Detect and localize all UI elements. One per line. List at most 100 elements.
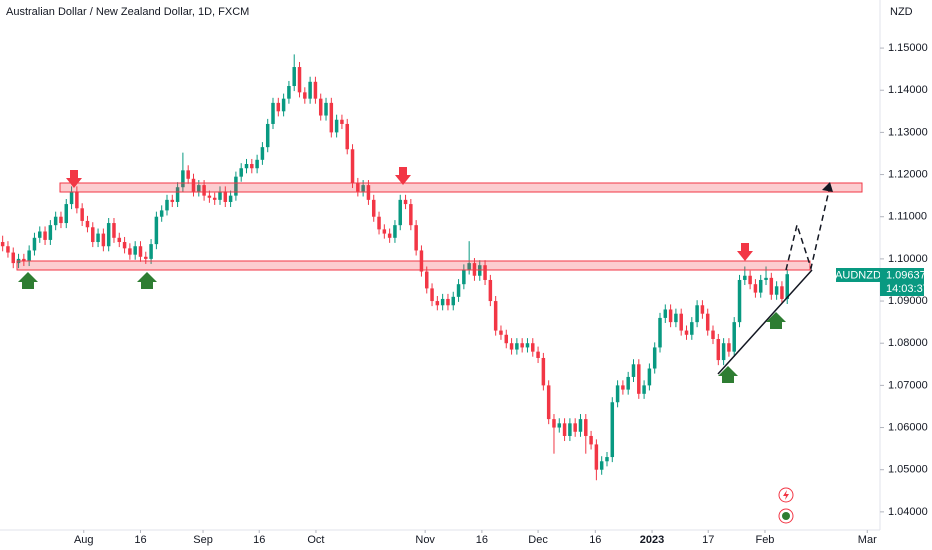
candle-body — [292, 67, 296, 87]
candle-body — [557, 423, 562, 428]
resistance-zone — [59, 182, 863, 193]
currency-label: NZD — [890, 6, 913, 18]
drawings — [16, 167, 863, 524]
candle-body — [515, 343, 519, 350]
candle-body — [117, 237, 122, 243]
candle-body — [387, 233, 392, 238]
y-tick-label: 1.07000 — [888, 379, 928, 391]
candle-body — [446, 298, 450, 306]
candle-body — [287, 86, 291, 99]
candle-body — [223, 191, 228, 202]
y-tick-label: 1.13000 — [888, 126, 928, 138]
candle-body — [159, 210, 164, 217]
candle-body — [345, 123, 349, 150]
candle-body — [133, 246, 137, 255]
candle-body — [75, 191, 79, 209]
candle-body — [520, 343, 524, 348]
candle-body — [440, 298, 445, 306]
support-zone — [16, 260, 811, 271]
candle-body — [663, 309, 668, 318]
candle-body — [721, 343, 726, 361]
candle-body — [186, 170, 190, 179]
candle-body — [271, 102, 275, 124]
x-tick-label: Sep — [193, 534, 213, 546]
candle-body — [684, 330, 689, 335]
event-icon-glyph — [783, 490, 789, 500]
x-tick-label: Dec — [528, 534, 548, 546]
candle-body — [690, 322, 694, 335]
candle-body — [260, 147, 265, 160]
y-tick-label: 1.05000 — [888, 464, 928, 476]
candle-body — [531, 343, 535, 352]
candle-body — [451, 296, 456, 306]
candle-body — [584, 419, 588, 436]
candle-body — [753, 284, 758, 293]
candle-body — [430, 288, 434, 302]
candle-body — [175, 187, 180, 202]
candle-body — [758, 279, 763, 293]
candle-body — [80, 208, 84, 221]
candle-body — [700, 305, 705, 314]
x-tick-label: 16 — [253, 534, 265, 546]
x-tick-label: Oct — [307, 534, 324, 546]
candle-body — [255, 159, 259, 169]
price-badge — [880, 268, 924, 296]
symbol-badge — [836, 268, 880, 282]
candle-body — [170, 199, 175, 202]
candle-body — [462, 269, 466, 285]
chart-title: Australian Dollar / New Zealand Dollar, … — [6, 6, 249, 18]
countdown-label: 14:03:37 — [886, 283, 929, 295]
candle-body — [637, 364, 641, 394]
candle-body — [732, 322, 736, 352]
candle-body — [38, 231, 42, 238]
candle-body — [674, 313, 678, 323]
candle-body — [499, 330, 503, 335]
y-tick-label: 1.14000 — [888, 84, 928, 96]
y-tick-label: 1.04000 — [888, 506, 928, 518]
candle-body — [149, 244, 153, 259]
candle-body — [578, 419, 583, 432]
x-tick-label: 17 — [702, 534, 714, 546]
candle-body — [398, 199, 402, 226]
y-tick-label: 1.09000 — [888, 295, 928, 307]
candle-body — [244, 164, 249, 169]
candle-body — [318, 98, 323, 116]
candle-body — [769, 277, 774, 295]
candle-body — [6, 246, 10, 253]
dividend-icon-glyph — [782, 512, 790, 520]
candle-body — [573, 423, 577, 432]
candle-body — [181, 170, 185, 188]
y-tick-label: 1.15000 — [888, 42, 928, 54]
candle-body — [138, 246, 143, 257]
x-tick-label: Nov — [415, 534, 435, 546]
candle-body — [377, 216, 381, 230]
candle-body — [562, 423, 567, 436]
candle-body — [541, 357, 546, 386]
x-tick-label: 2023 — [640, 534, 664, 546]
candle-body — [59, 216, 63, 224]
candle-body — [350, 149, 355, 183]
candle-body — [743, 275, 747, 280]
candle-body — [668, 309, 673, 323]
candle-body — [631, 364, 636, 377]
candle-body — [652, 347, 657, 369]
y-tick-label: 1.08000 — [888, 337, 928, 349]
candle-body — [340, 119, 344, 124]
candle-body — [568, 423, 572, 436]
candle-body — [711, 330, 715, 339]
candle-body — [154, 216, 159, 245]
candle-body — [53, 216, 58, 226]
candle-body — [536, 351, 540, 358]
candle-body — [165, 199, 169, 211]
candle-body — [334, 119, 339, 133]
candle-body — [493, 301, 498, 331]
x-tick-label: Mar — [858, 534, 877, 546]
y-tick-label: 1.06000 — [888, 421, 928, 433]
candle-body — [409, 204, 413, 226]
candle-body — [371, 199, 376, 217]
candle-body — [27, 250, 31, 261]
y-tick-label: 1.10000 — [888, 253, 928, 265]
candle-body — [780, 286, 784, 299]
candle-body — [546, 385, 551, 420]
candle-body — [716, 338, 721, 361]
